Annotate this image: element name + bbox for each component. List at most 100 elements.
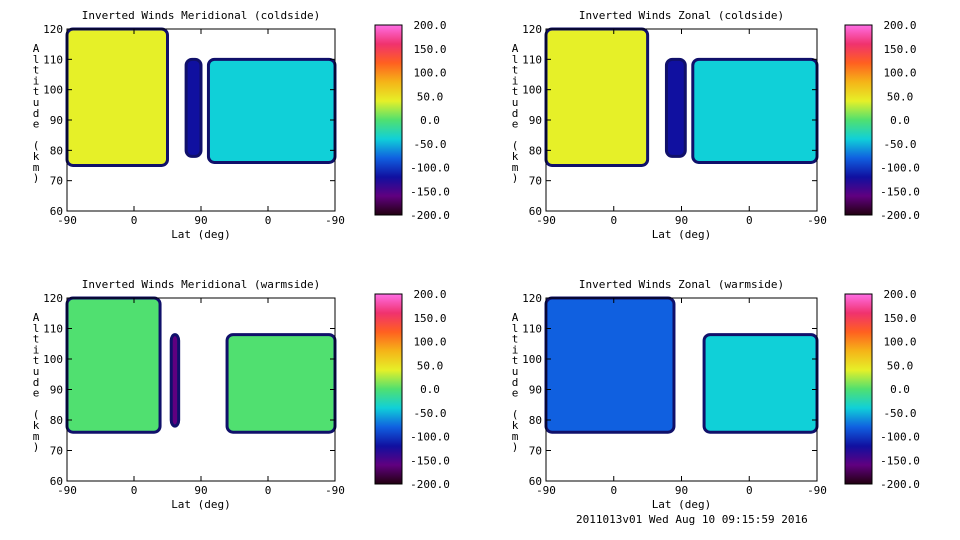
y-tick-label: 110 [43,53,63,66]
colorbar-label: 100.0 [883,336,916,349]
y-tick-label: 70 [529,175,542,188]
x-tick-label: 0 [746,484,753,497]
y-tick-label: 60 [50,205,63,218]
colorbar-label: 100.0 [413,336,446,349]
y-tick-label: 60 [529,475,542,488]
colorbar-label: -100.0 [410,431,450,444]
x-tick-label: 0 [265,214,272,227]
colorbar-label: -150.0 [410,454,450,467]
x-tick-label: 0 [746,214,753,227]
colorbar-label: -100.0 [880,431,920,444]
y-tick-label: 90 [529,114,542,127]
x-tick-label: 0 [265,484,272,497]
colorbar-label: 150.0 [883,43,916,56]
chart-panel-4: Inverted Winds Zonal (warmside) -90 0 90 0 -9… [512,278,920,511]
colorbar-label: 50.0 [417,359,444,372]
colorbar-label: 200.0 [883,288,916,301]
data-region-1 [65,296,162,434]
x-tick-label: 0 [610,484,617,497]
x-tick-label: 90 [194,484,207,497]
y-tick-label: 100 [43,84,63,97]
x-tick-label: 90 [675,214,688,227]
colorbar-label: -50.0 [413,407,446,420]
chart-panel-1: Inverted Winds Meridional (coldside) -90 0… [33,9,450,241]
colorbar [374,24,403,216]
data-region-2 [169,333,181,428]
data-region-2 [184,57,203,158]
chart-title: Inverted Winds Meridional (coldside) [82,9,320,22]
colorbar-label: -50.0 [883,138,916,151]
chart-panel-2: Inverted Winds Zonal (coldside) -90 0 90 0 -9… [512,9,920,241]
colorbar-label: 100.0 [883,67,916,80]
y-tick-label: 120 [43,23,63,36]
x-tick-label: -90 [807,484,827,497]
colorbar-label: 200.0 [413,19,446,32]
y-tick-label: 100 [522,84,542,97]
data-region-3 [691,57,819,164]
data-region-3 [225,333,337,434]
colorbar-label: -150.0 [880,454,920,467]
x-tick-label: -90 [325,484,345,497]
x-tick-label: -90 [807,214,827,227]
y-tick-label: 120 [43,292,63,305]
y-tick-label: 110 [522,323,542,336]
chart-title: Inverted Winds Zonal (coldside) [579,9,784,22]
y-tick-label: 100 [522,353,542,366]
footer-timestamp: 2011013v01 Wed Aug 10 09:15:59 2016 [576,513,808,526]
colorbar-label: -200.0 [880,209,920,222]
colorbar-label: -150.0 [880,185,920,198]
chart-title: Inverted Winds Zonal (warmside) [579,278,784,291]
data-region-2 [664,57,687,158]
colorbar-label: 0.0 [420,383,440,396]
x-tick-label: -90 [536,484,556,497]
chart-title: Inverted Winds Meridional (warmside) [82,278,320,291]
y-tick-label: 80 [529,414,542,427]
data-region-3 [206,57,337,164]
colorbar [374,293,403,485]
colorbar-label: 200.0 [883,19,916,32]
colorbar-label: 0.0 [890,114,910,127]
y-tick-label: 70 [529,445,542,458]
x-tick-label: -90 [325,214,345,227]
x-tick-label: 0 [131,484,138,497]
x-axis-label: Lat (deg) [171,498,231,511]
colorbar-label: -200.0 [410,209,450,222]
x-axis-label: Lat (deg) [171,228,231,241]
y-tick-label: 90 [50,384,63,397]
colorbar-label: 50.0 [887,90,914,103]
y-tick-label: 80 [529,144,542,157]
data-region-2 [702,333,819,434]
y-tick-label: 100 [43,353,63,366]
x-tick-label: -90 [57,214,77,227]
y-tick-label: 60 [50,475,63,488]
y-tick-label: 90 [529,384,542,397]
x-axis-label: Lat (deg) [652,228,712,241]
x-tick-label: -90 [57,484,77,497]
colorbar [844,293,873,485]
colorbar-label: -200.0 [410,478,450,491]
colorbar-label: 50.0 [887,359,914,372]
colorbar-label: 150.0 [413,312,446,325]
colorbar-label: 150.0 [883,312,916,325]
y-tick-label: 60 [529,205,542,218]
colorbar-label: 150.0 [413,43,446,56]
colorbar-label: -50.0 [413,138,446,151]
colorbar-label: -50.0 [883,407,916,420]
colorbar-label: -200.0 [880,478,920,491]
colorbar-label: 50.0 [417,90,444,103]
colorbar [844,24,873,216]
y-tick-label: 80 [50,414,63,427]
x-axis-label: Lat (deg) [652,498,712,511]
x-tick-label: 90 [194,214,207,227]
colorbar-label: -100.0 [410,162,450,175]
colorbar-label: 200.0 [413,288,446,301]
colorbar-label: 0.0 [890,383,910,396]
chart-panel-3: Inverted Winds Meridional (warmside) -90 0… [33,278,450,511]
y-tick-label: 110 [522,53,542,66]
colorbar-label: -100.0 [880,162,920,175]
y-tick-label: 70 [50,445,63,458]
colorbar-label: -150.0 [410,185,450,198]
